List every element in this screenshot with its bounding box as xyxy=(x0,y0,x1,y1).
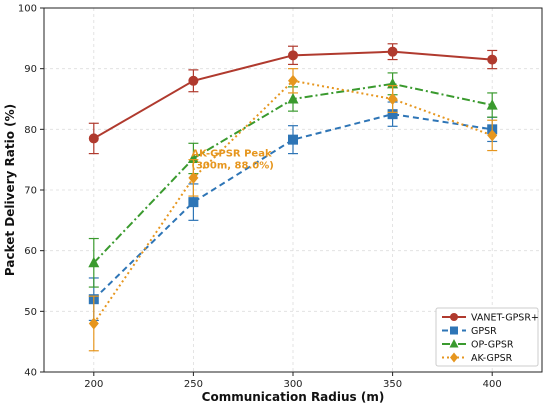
x-axis-label: Communication Radius (m) xyxy=(202,390,385,404)
data-point xyxy=(487,129,498,142)
y-tick-label: 90 xyxy=(24,64,37,75)
data-point xyxy=(450,326,458,335)
data-point xyxy=(287,93,299,104)
y-tick-label: 60 xyxy=(24,246,37,257)
annotation-line: AK-GPSR Peak xyxy=(191,149,272,160)
annotation-line: (300m, 88.0%) xyxy=(191,161,273,172)
legend-entry: AK-GPSR xyxy=(442,352,513,364)
series-layer xyxy=(88,43,498,352)
data-point xyxy=(288,74,298,87)
data-point xyxy=(450,352,458,363)
y-tick-label: 80 xyxy=(24,125,37,136)
annotation-layer: AK-GPSR Peak (300m, 88.0%) xyxy=(191,149,273,172)
legend-entry: GPSR xyxy=(442,326,497,337)
series-gpsr xyxy=(88,101,498,322)
data-point xyxy=(387,93,398,105)
x-tick-label: 400 xyxy=(483,379,502,390)
series-ak-gpsr xyxy=(88,68,498,352)
data-point xyxy=(387,46,398,57)
data-point xyxy=(449,339,459,348)
annotation-text: AK-GPSR Peak (300m, 88.0%) xyxy=(191,149,273,172)
data-point xyxy=(188,197,199,208)
data-point xyxy=(450,313,458,321)
legend-box xyxy=(435,307,539,367)
y-tick-label: 50 xyxy=(24,307,37,318)
series-line xyxy=(93,113,493,300)
legend-entry: OP-GPSR xyxy=(442,339,514,351)
data-point xyxy=(486,99,498,110)
y-tick-label: 100 xyxy=(18,4,37,15)
x-tick-label: 350 xyxy=(383,379,402,390)
data-point xyxy=(288,134,298,145)
series-vanet-gpsr- xyxy=(88,43,498,155)
data-point xyxy=(187,152,199,163)
legend-label: OP-GPSR xyxy=(471,340,514,351)
data-point xyxy=(487,54,498,65)
x-tick-label: 250 xyxy=(184,379,203,390)
x-tick-label: 300 xyxy=(283,379,302,390)
axis-ticks: 200 250 300 350 400 40 50 60 70 80 90 100 xyxy=(18,4,502,391)
data-point xyxy=(288,50,298,61)
legend-label: VANET-GPSR+ xyxy=(471,313,539,324)
x-tick-label: 200 xyxy=(84,379,103,390)
y-tick-label: 40 xyxy=(24,368,37,379)
data-point xyxy=(88,317,99,330)
data-point xyxy=(188,75,199,86)
legend-label: GPSR xyxy=(471,326,497,337)
y-axis-label: Packet Delivery Ratio (%) xyxy=(3,104,17,276)
data-point xyxy=(88,133,99,144)
legend-entry: VANET-GPSR+ xyxy=(442,313,539,324)
data-point xyxy=(88,256,100,268)
y-tick-label: 70 xyxy=(24,186,37,197)
legend-label: AK-GPSR xyxy=(471,353,513,364)
data-point xyxy=(188,171,199,184)
legend: VANET-GPSR+ GPSR OP-GPSR AK-GPSR xyxy=(435,307,539,367)
data-point xyxy=(387,109,398,120)
